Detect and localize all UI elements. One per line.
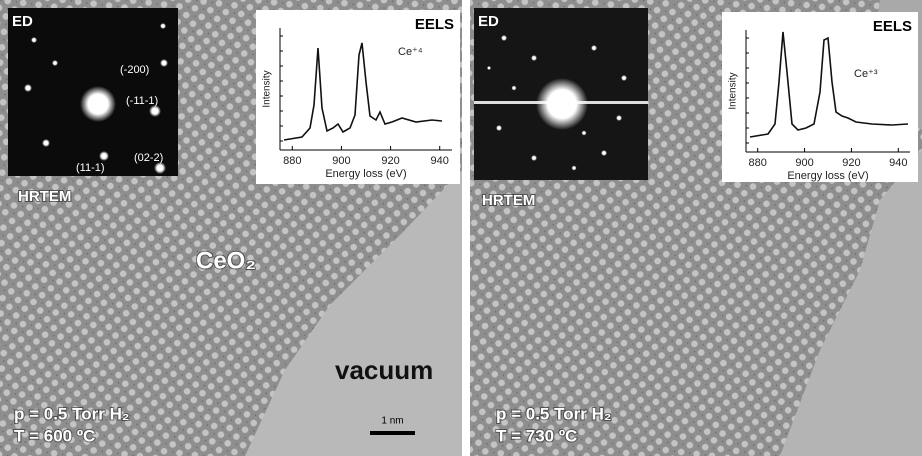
central-beam (536, 78, 588, 130)
diffraction-spot (24, 84, 32, 92)
diffraction-spot (616, 115, 622, 121)
separator (462, 0, 470, 456)
diffraction-spot (160, 23, 166, 29)
scale-bar-label: 1 nm (381, 416, 403, 427)
diffraction-spot (512, 86, 517, 91)
species-label: Ce⁺⁴ (398, 46, 423, 58)
diffraction-spot (621, 75, 627, 81)
diffraction-spot (572, 166, 577, 171)
diffraction-spot (582, 131, 587, 136)
x-tick-label: 900 (795, 157, 813, 169)
diffraction-spot (99, 151, 109, 161)
x-tick-label: 880 (749, 157, 767, 169)
ed-inset: ED (-200) (-11-1) (02-2) (11-1) (8, 8, 178, 176)
diffraction-spot (52, 60, 58, 66)
y-axis-label: Intensity (262, 70, 273, 107)
diffraction-spot (160, 59, 168, 67)
eels-label: EELS (873, 18, 912, 35)
diffraction-spot (496, 125, 502, 131)
central-beam (80, 86, 116, 122)
diffraction-spot (31, 37, 37, 43)
diffraction-spot (601, 150, 607, 156)
x-tick-label: 880 (283, 155, 301, 167)
pressure-label: p = 0.5 Torr H₂ (496, 404, 611, 423)
diffraction-spot (531, 55, 537, 61)
x-tick-label: 900 (332, 155, 350, 167)
ed-label: ED (478, 13, 499, 30)
temperature-label: T = 600 ºC (14, 426, 95, 445)
x-tick-label: 940 (889, 157, 907, 169)
spot-label: (-11-1) (126, 95, 158, 107)
diffraction-spot (531, 155, 537, 161)
pressure-label: p = 0.5 Torr H₂ (14, 404, 129, 423)
hrtem-label: HRTEM (482, 192, 535, 209)
diffraction-spot (487, 66, 491, 70)
scale-bar (370, 431, 415, 435)
x-axis-label: Energy loss (eV) (787, 170, 868, 182)
spot-label: (02-2) (134, 152, 163, 164)
material-label: CeO₂ (196, 247, 256, 274)
ed-label: ED (12, 13, 33, 30)
hrtem-label: HRTEM (18, 188, 71, 205)
spot-label: (-200) (120, 64, 149, 76)
diffraction-spot (42, 139, 50, 147)
diffraction-spot (591, 45, 597, 51)
eels-inset: 880 900 920 940 Energy loss (eV) Intensity EEL… (722, 12, 918, 182)
x-tick-label: 940 (431, 155, 449, 167)
temperature-label: T = 730 ºC (496, 426, 577, 445)
x-axis-label: Energy loss (eV) (325, 168, 406, 180)
eels-inset: 880 900 920 940 Energy loss (eV) Intensity EEL… (256, 10, 460, 184)
species-label: Ce⁺³ (854, 68, 878, 80)
spot-label: (11-1) (76, 162, 105, 174)
diffraction-spot (501, 35, 507, 41)
x-tick-label: 920 (842, 157, 860, 169)
ed-inset: ED (474, 8, 648, 180)
region-label: vacuum (335, 355, 433, 385)
eels-label: EELS (415, 16, 454, 33)
figure: ED (-200) (-11-1) (02-2) (11-1) 880 900 920 940 E… (0, 0, 922, 456)
y-axis-label: Intensity (728, 72, 739, 109)
x-tick-label: 920 (381, 155, 399, 167)
